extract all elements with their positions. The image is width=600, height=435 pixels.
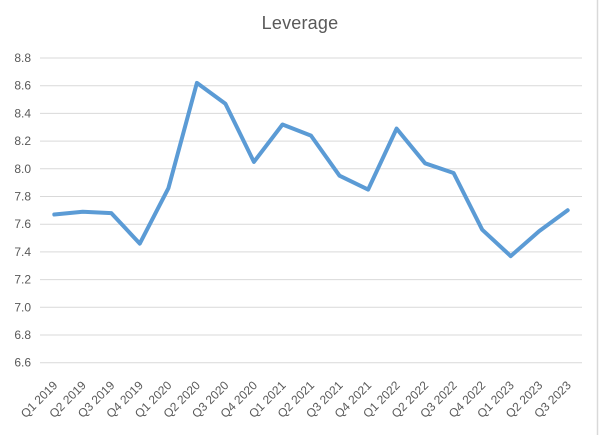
y-axis-tick-label: 8.8 xyxy=(14,51,31,65)
y-axis-tick-label: 7.2 xyxy=(14,273,31,287)
y-axis-tick-label: 7.4 xyxy=(14,245,31,259)
data-series-line xyxy=(52,80,570,259)
y-axis-tick-label: 6.8 xyxy=(14,328,31,342)
y-axis-tick-label: 7.8 xyxy=(14,190,31,204)
y-axis-tick-label: 7.0 xyxy=(14,300,31,314)
chart-title: Leverage xyxy=(261,13,339,33)
y-axis-tick-label: 8.2 xyxy=(14,134,31,148)
y-axis-tick-label: 8.4 xyxy=(14,106,31,120)
y-axis-tick-label: 6.6 xyxy=(14,356,31,370)
y-axis-tick-label: 8.6 xyxy=(14,79,31,93)
y-axis-tick-label: 8.0 xyxy=(14,162,31,176)
y-axis-tick-label: 7.6 xyxy=(14,217,31,231)
